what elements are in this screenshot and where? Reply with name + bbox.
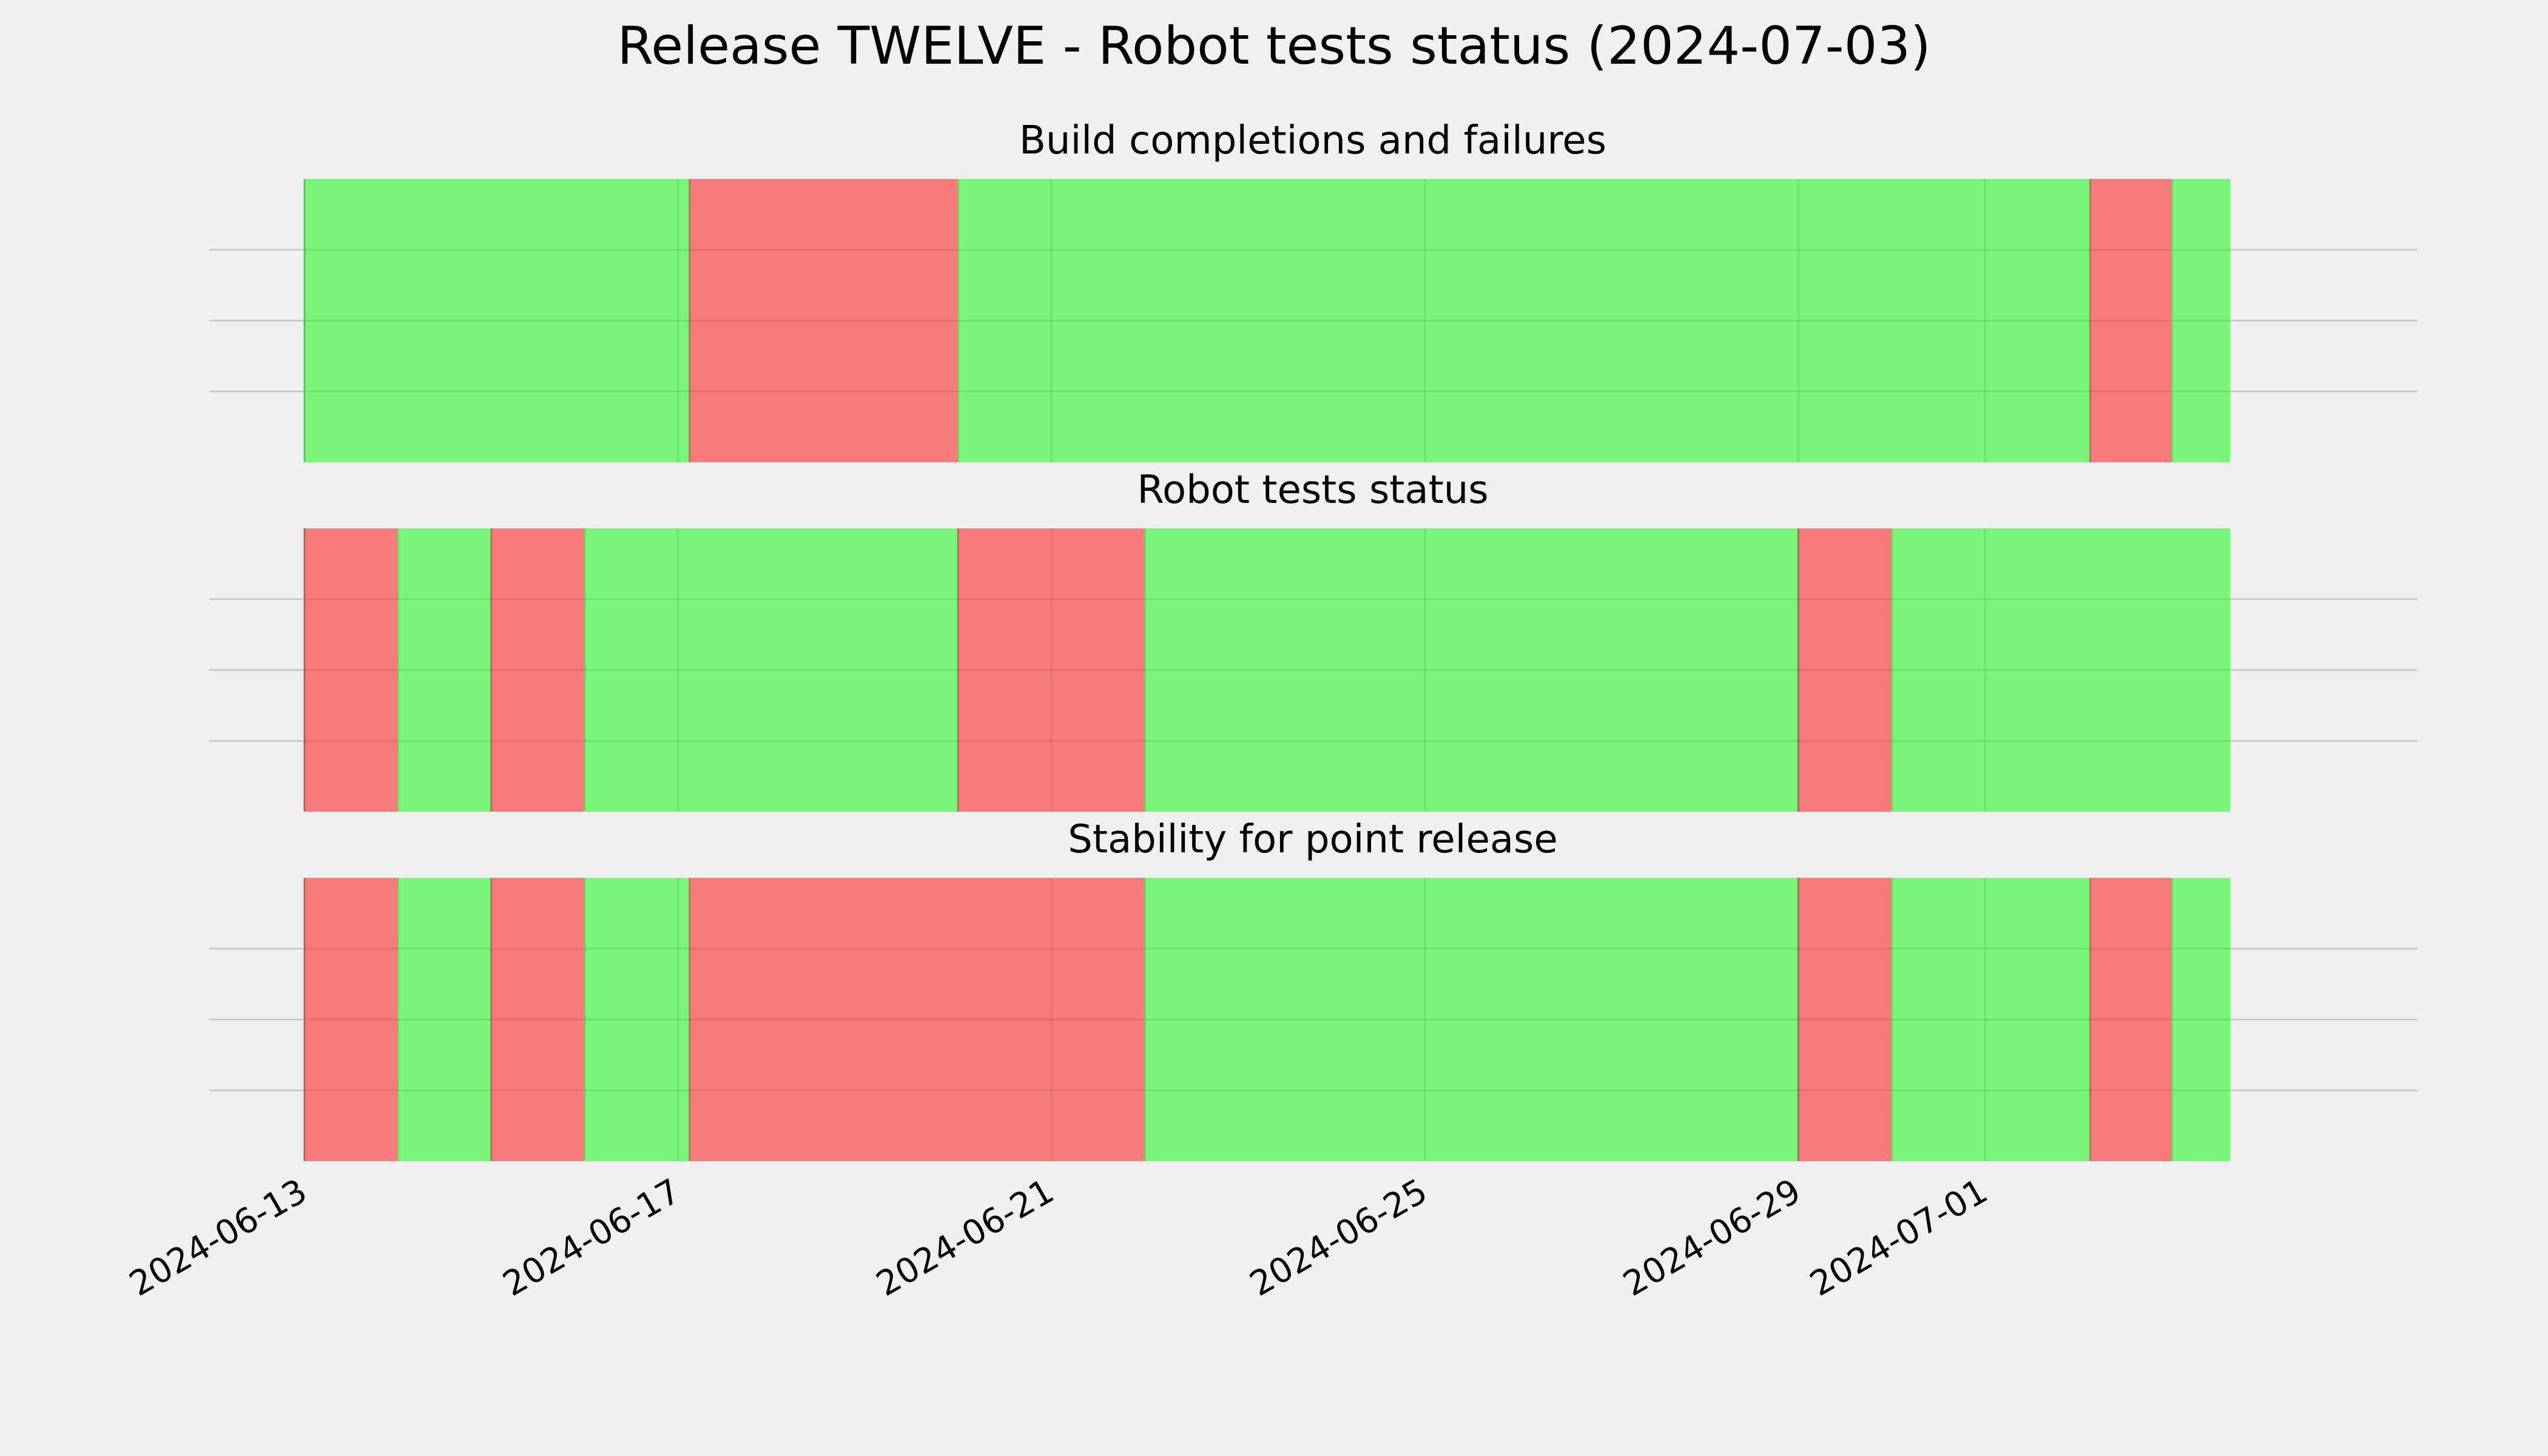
status-segment-pass bbox=[958, 179, 2091, 462]
panel-1: Build completions and failures bbox=[209, 118, 2418, 462]
status-segment-pass bbox=[1145, 878, 1799, 1161]
chart-title: Release TWELVE - Robot tests status (202… bbox=[617, 16, 1930, 76]
status-segment-pass bbox=[584, 528, 959, 812]
panel-title: Robot tests status bbox=[1137, 468, 1488, 513]
status-segment-fail bbox=[491, 878, 585, 1161]
status-segment-fail bbox=[1798, 528, 1892, 812]
status-segment-pass bbox=[1892, 528, 2231, 812]
status-segment-fail bbox=[689, 878, 1145, 1161]
panel-title: Stability for point release bbox=[1068, 817, 1558, 862]
panel-3: Stability for point release bbox=[209, 817, 2418, 1161]
status-segment-fail bbox=[491, 528, 585, 812]
status-segment-pass bbox=[1145, 528, 1799, 812]
status-segment-pass bbox=[2172, 878, 2231, 1161]
status-segment-fail bbox=[958, 528, 1145, 812]
status-segment-pass bbox=[2172, 179, 2231, 462]
status-segment-fail bbox=[305, 528, 398, 812]
status-segment-fail bbox=[1798, 878, 1892, 1161]
status-segment-pass bbox=[1892, 878, 2091, 1161]
status-segment-fail bbox=[305, 878, 398, 1161]
status-segment-pass bbox=[397, 528, 491, 812]
status-segment-pass bbox=[397, 878, 491, 1161]
panel-2: Robot tests status bbox=[209, 468, 2418, 812]
status-segment-fail bbox=[689, 179, 959, 462]
status-segment-fail bbox=[2090, 878, 2172, 1161]
status-segment-pass bbox=[305, 179, 690, 462]
chart-panels: Build completions and failures Robot test… bbox=[209, 118, 2418, 1161]
panel-title: Build completions and failures bbox=[1019, 118, 1606, 163]
status-segment-fail bbox=[2090, 179, 2172, 462]
status-segment-pass bbox=[584, 878, 690, 1161]
